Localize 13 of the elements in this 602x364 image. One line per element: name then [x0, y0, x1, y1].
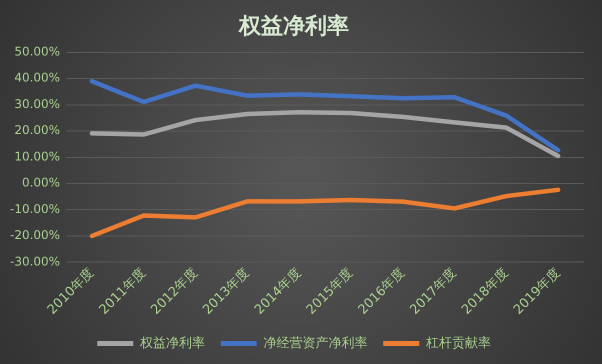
legend-label: 权益净利率	[138, 334, 205, 351]
y-tick-label: -10.00%	[10, 202, 60, 216]
y-tick-label: 10.00%	[14, 149, 60, 164]
y-tick-label: 50.00%	[14, 44, 60, 59]
y-tick-label: 30.00%	[14, 96, 60, 111]
y-tick-label: 0.00%	[22, 176, 60, 190]
legend-label: 净经营资产净利率	[263, 334, 368, 351]
y-tick-label: -30.00%	[10, 254, 60, 268]
y-tick-label: 20.00%	[14, 123, 60, 138]
y-tick-label: -20.00%	[10, 228, 60, 242]
chart-title: 权益净利率	[238, 12, 349, 39]
y-tick-label: 40.00%	[14, 70, 60, 85]
legend-label: 杠杆贡献率	[424, 334, 491, 351]
